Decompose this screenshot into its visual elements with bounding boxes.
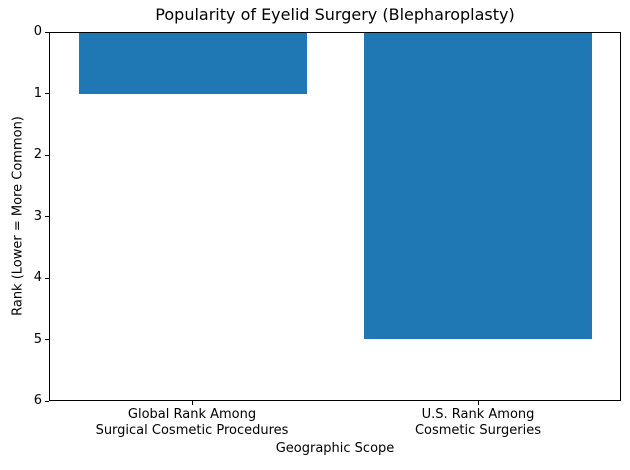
y-tick-mark — [45, 31, 49, 33]
y-tick-label: 6 — [33, 393, 42, 408]
y-tick-mark — [45, 277, 49, 279]
y-tick-label: 1 — [33, 85, 42, 101]
x-tick-label: Global Rank Among Surgical Cosmetic Proc… — [95, 407, 289, 438]
x-tick-mark — [191, 401, 193, 405]
y-tick-label: 3 — [33, 208, 42, 224]
y-tick-mark — [45, 93, 49, 94]
y-tick-label: 4 — [33, 270, 42, 285]
y-tick-mark — [45, 339, 49, 340]
chart-title: Popularity of Eyelid Surgery (Blepharopl… — [155, 5, 515, 24]
x-tick-mark — [477, 401, 479, 405]
x-axis-label: Geographic Scope — [275, 441, 395, 456]
y-tick-label: 5 — [33, 331, 42, 347]
y-tick-label: 2 — [33, 147, 42, 162]
y-tick-label: 0 — [33, 24, 42, 39]
bar-1 — [363, 33, 592, 339]
bar-0 — [78, 33, 307, 95]
x-tick-label: U.S. Rank Among Cosmetic Surgeries — [414, 407, 542, 438]
y-tick-mark — [45, 400, 49, 402]
plot-area — [49, 32, 621, 401]
y-tick-mark — [45, 154, 49, 156]
y-tick-mark — [45, 216, 49, 217]
